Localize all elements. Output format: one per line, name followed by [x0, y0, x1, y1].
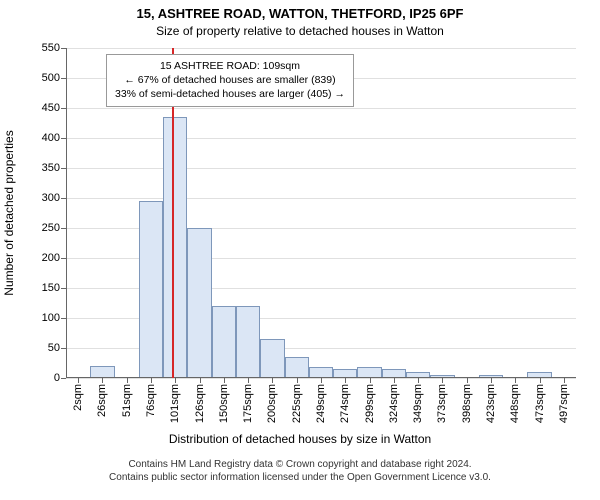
- x-tick-label: 473sqm: [534, 384, 546, 423]
- y-tick-label: 450: [42, 102, 66, 114]
- x-tick-mark: [515, 378, 516, 383]
- grid-line: [66, 108, 576, 109]
- x-tick-mark: [394, 378, 395, 383]
- y-tick-label: 0: [54, 372, 66, 384]
- x-tick-mark: [442, 378, 443, 383]
- x-tick-mark: [272, 378, 273, 383]
- x-tick-mark: [102, 378, 103, 383]
- x-tick-label: 274sqm: [339, 384, 351, 423]
- x-tick-label: 26sqm: [96, 384, 108, 417]
- x-tick-label: 324sqm: [388, 384, 400, 423]
- x-tick-mark: [564, 378, 565, 383]
- x-tick-label: 349sqm: [412, 384, 424, 423]
- histogram-bar: [236, 306, 260, 378]
- x-tick-label: 225sqm: [291, 384, 303, 423]
- histogram-bar: [139, 201, 163, 378]
- x-tick-label: 249sqm: [315, 384, 327, 423]
- x-tick-label: 299sqm: [364, 384, 376, 423]
- x-tick-label: 398sqm: [461, 384, 473, 423]
- annotation-box: 15 ASHTREE ROAD: 109sqm← 67% of detached…: [106, 54, 354, 107]
- y-tick-label: 350: [42, 162, 66, 174]
- x-tick-mark: [540, 378, 541, 383]
- x-axis-line: [66, 377, 576, 378]
- x-axis-title: Distribution of detached houses by size …: [0, 432, 600, 446]
- page-subtitle: Size of property relative to detached ho…: [0, 24, 600, 38]
- grid-line: [66, 138, 576, 139]
- histogram-bar: [260, 339, 284, 378]
- x-tick-label: 101sqm: [169, 384, 181, 423]
- x-tick-label: 150sqm: [218, 384, 230, 423]
- x-tick-mark: [491, 378, 492, 383]
- x-tick-label: 2sqm: [72, 384, 84, 411]
- y-tick-label: 100: [42, 312, 66, 324]
- x-tick-label: 497sqm: [558, 384, 570, 423]
- x-tick-mark: [127, 378, 128, 383]
- x-tick-mark: [175, 378, 176, 383]
- x-tick-label: 200sqm: [266, 384, 278, 423]
- grid-line: [66, 198, 576, 199]
- histogram-bar: [187, 228, 211, 378]
- footer-line-1: Contains HM Land Registry data © Crown c…: [0, 458, 600, 471]
- y-tick-label: 50: [48, 342, 66, 354]
- x-tick-mark: [467, 378, 468, 383]
- x-tick-mark: [370, 378, 371, 383]
- x-tick-label: 76sqm: [145, 384, 157, 417]
- x-tick-mark: [321, 378, 322, 383]
- x-tick-mark: [200, 378, 201, 383]
- x-tick-label: 448sqm: [509, 384, 521, 423]
- page-title: 15, ASHTREE ROAD, WATTON, THETFORD, IP25…: [0, 6, 600, 21]
- y-axis-title: Number of detached properties: [2, 130, 16, 295]
- histogram-bar: [163, 117, 187, 378]
- x-tick-mark: [224, 378, 225, 383]
- annotation-line: 15 ASHTREE ROAD: 109sqm: [115, 59, 345, 73]
- histogram-bar: [212, 306, 236, 378]
- x-tick-label: 423sqm: [485, 384, 497, 423]
- y-tick-label: 500: [42, 72, 66, 84]
- x-tick-label: 51sqm: [121, 384, 133, 417]
- attribution-footer: Contains HM Land Registry data © Crown c…: [0, 458, 600, 484]
- y-tick-label: 250: [42, 222, 66, 234]
- y-tick-label: 300: [42, 192, 66, 204]
- grid-line: [66, 168, 576, 169]
- x-tick-label: 175sqm: [242, 384, 254, 423]
- x-tick-label: 126sqm: [194, 384, 206, 423]
- x-tick-mark: [248, 378, 249, 383]
- grid-line: [66, 48, 576, 49]
- y-tick-label: 200: [42, 252, 66, 264]
- x-tick-mark: [78, 378, 79, 383]
- histogram-bar: [285, 357, 309, 378]
- annotation-line: 33% of semi-detached houses are larger (…: [115, 87, 345, 101]
- x-tick-mark: [151, 378, 152, 383]
- x-tick-mark: [345, 378, 346, 383]
- x-tick-label: 373sqm: [436, 384, 448, 423]
- y-tick-label: 550: [42, 42, 66, 54]
- y-tick-label: 150: [42, 282, 66, 294]
- y-axis-line: [66, 48, 67, 378]
- footer-line-2: Contains public sector information licen…: [0, 471, 600, 484]
- histogram-chart: 0501001502002503003504004505005502sqm26s…: [66, 48, 576, 378]
- y-tick-label: 400: [42, 132, 66, 144]
- annotation-line: ← 67% of detached houses are smaller (83…: [115, 73, 345, 87]
- x-tick-mark: [297, 378, 298, 383]
- x-tick-mark: [418, 378, 419, 383]
